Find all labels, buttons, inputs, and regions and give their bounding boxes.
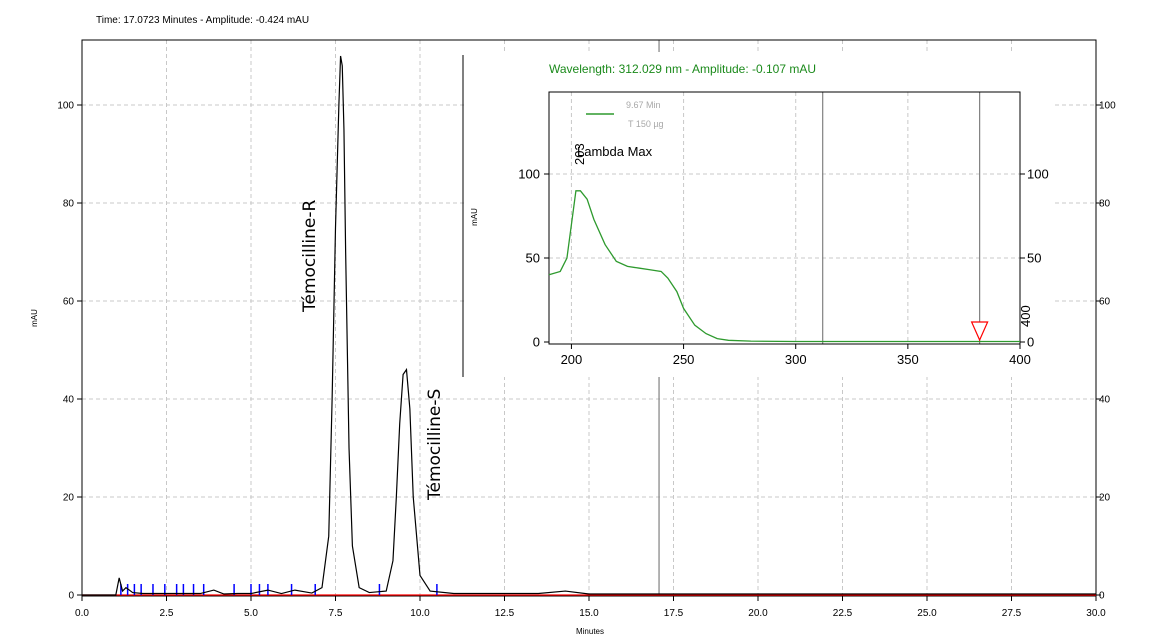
y-tick-label: 100: [1099, 101, 1116, 112]
y-tick-label: 0: [68, 591, 74, 602]
inset-x-tick-label: 250: [673, 352, 695, 367]
wavelength-marker-icon[interactable]: [970, 321, 989, 342]
lambda-max-label: Lambda Max: [577, 144, 653, 159]
inset-x-tick-label: 350: [897, 352, 919, 367]
y-tick-label: 80: [63, 199, 75, 210]
y-tick-label: 0: [1099, 591, 1105, 602]
inset-x-tick-label: 200: [561, 352, 583, 367]
x-tick-label: 10.0: [410, 608, 430, 619]
spectrum-inset[interactable]: mAU Wavelength: 312.029 nm - Amplitude: …: [462, 52, 1052, 377]
x-tick-label: 0.0: [75, 608, 89, 619]
inset-y-tick-label: 0: [533, 335, 540, 350]
x-tick-label: 17.5: [664, 608, 684, 619]
lambda-max-value: 203: [572, 143, 587, 165]
inset-y-tick-label: 50: [526, 251, 540, 266]
inset-legend-time: 9.67 Min: [626, 100, 661, 110]
y-tick-label: 100: [57, 101, 74, 112]
x-tick-label: 22.5: [833, 608, 853, 619]
wavelength-readout: Wavelength: 312.029 nm - Amplitude: -0.1…: [549, 62, 816, 76]
status-readout: Time: 17.0723 Minutes - Amplitude: -0.42…: [96, 15, 309, 26]
right-y-axis: 0 20 40 60 80 100: [1096, 101, 1116, 602]
x-tick-label: 5.0: [244, 608, 258, 619]
x-tick-label: 30.0: [1086, 608, 1106, 619]
x-tick-label: 12.5: [495, 608, 515, 619]
inset-left-y-axis: 0 50 100: [518, 167, 549, 350]
y-tick-label: 40: [63, 395, 75, 406]
y-tick-label: 20: [1099, 493, 1111, 504]
inset-background: [464, 52, 1052, 377]
x-tick-label: 2.5: [160, 608, 174, 619]
x-axis: 0.0 2.5 5.0 7.5 10.0 12.5 15.0 17.5 20.0 22.5 25.0…: [75, 596, 1106, 619]
inset-x-tick-label: 300: [785, 352, 807, 367]
left-y-axis: 0 20 40 60 80 100: [57, 101, 82, 602]
inset-right-y-axis: 0 50 100: [1020, 167, 1049, 350]
y-tick-label: 80: [1099, 199, 1111, 210]
y-tick-label: 20: [63, 493, 75, 504]
peak-label-temocilline-r: Témocilline-R: [300, 199, 320, 313]
y-tick-label: 60: [1099, 297, 1111, 308]
inset-legend-sample: T 150 µg: [628, 119, 664, 129]
inset-y-tick-label: 100: [518, 167, 540, 182]
x-axis-label: Minutes: [576, 627, 604, 636]
inset-grid: [549, 92, 1020, 344]
x-tick-label: 25.0: [917, 608, 937, 619]
inset-x-tick-label: 400: [1009, 352, 1031, 367]
left-y-axis-label: mAU: [30, 309, 39, 327]
inset-plot-frame: [548, 91, 1021, 345]
inset-y-tick-label: 50: [1027, 251, 1041, 266]
inset-cursors[interactable]: [822, 92, 981, 344]
inset-y-axis-label: mAU: [470, 208, 479, 226]
x-tick-label: 20.0: [748, 608, 768, 619]
chromatogram-trace: [82, 55, 1096, 596]
x-tick-label: 15.0: [579, 608, 599, 619]
y-tick-label: 60: [63, 297, 75, 308]
inset-x-axis: 200 250 300 350 400: [561, 344, 1031, 367]
y-tick-label: 40: [1099, 395, 1111, 406]
inset-end-label: 400: [1018, 305, 1033, 327]
spectrum-trace: [548, 190, 1020, 343]
x-tick-label: 27.5: [1002, 608, 1022, 619]
x-tick-label: 7.5: [329, 608, 343, 619]
inset-y-tick-label: 0: [1027, 335, 1034, 350]
peak-label-temocilline-s: Témocilline-S: [425, 389, 445, 501]
inset-y-tick-label: 100: [1027, 167, 1049, 182]
